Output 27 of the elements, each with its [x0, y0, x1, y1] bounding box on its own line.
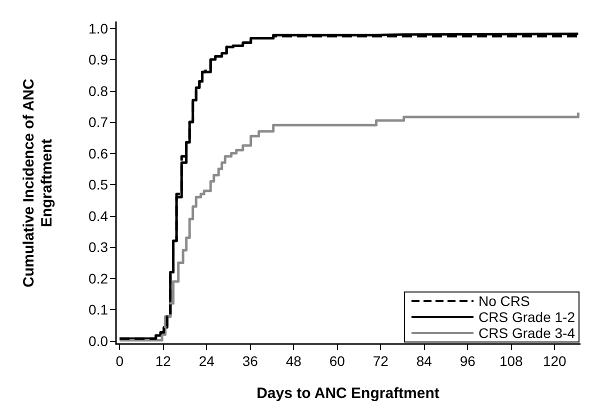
x-tick-label: 120 — [542, 353, 567, 369]
y-axis-title: Cumulative Incidence of ANC Engraftment — [20, 78, 56, 288]
x-tick-label: 60 — [329, 353, 346, 369]
legend-label: No CRS — [478, 293, 530, 309]
x-tick-label: 12 — [155, 353, 172, 369]
x-tick-label: 36 — [242, 353, 258, 369]
x-tick-label: 0 — [116, 353, 124, 369]
x-tick-label: 48 — [286, 353, 302, 369]
y-tick-label: 0.2 — [88, 270, 108, 286]
y-tick-label: 0.9 — [88, 52, 108, 68]
x-tick-label: 24 — [198, 353, 215, 369]
legend-label: CRS Grade 1-2 — [478, 309, 576, 325]
y-tick-label: 1.0 — [88, 20, 108, 36]
x-tick-label: 84 — [416, 353, 432, 369]
y-tick-label: 0.4 — [88, 208, 108, 224]
y-tick-label: 0.3 — [88, 239, 108, 256]
x-tick-label: 72 — [372, 353, 389, 369]
y-tick-label: 0.0 — [88, 332, 108, 349]
y-tick-label: 0.7 — [88, 114, 108, 130]
x-tick-label: 108 — [499, 353, 524, 369]
x-tick-label: 96 — [460, 353, 476, 369]
y-tick-label: 0.1 — [88, 302, 108, 318]
y-tick-label: 0.5 — [88, 176, 108, 193]
y-tick-label: 0.8 — [88, 82, 108, 99]
y-tick-label: 0.6 — [88, 145, 108, 162]
x-axis-title: Days to ANC Engraftment — [256, 385, 440, 402]
legend-label: CRS Grade 3-4 — [478, 325, 576, 341]
